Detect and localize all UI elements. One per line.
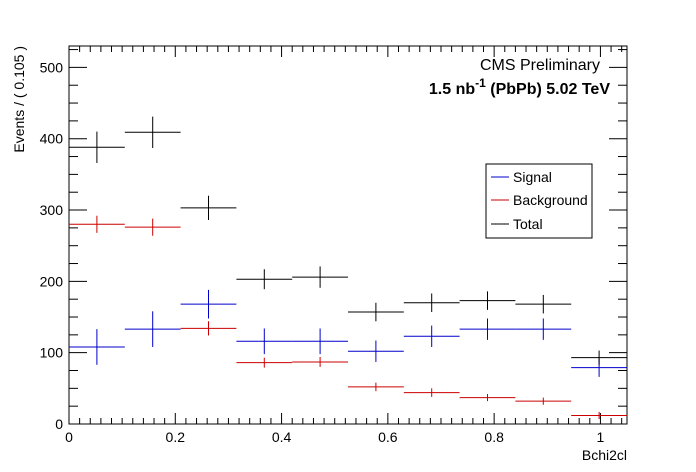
legend-total-label: Total xyxy=(513,216,543,232)
data-point xyxy=(124,218,181,236)
y-tick-label: 300 xyxy=(40,202,64,218)
data-point xyxy=(124,116,181,148)
data-point xyxy=(459,394,516,402)
y-tick-label: 400 xyxy=(40,131,64,147)
data-point xyxy=(459,291,516,310)
data-point xyxy=(292,266,348,288)
legend: Signal Background Total xyxy=(485,163,593,239)
data-point xyxy=(403,325,460,347)
x-tick-label: 0.6 xyxy=(378,429,398,445)
y-tick-label: 500 xyxy=(40,59,64,75)
experiment-label: CMS Preliminary xyxy=(480,57,600,74)
data-point xyxy=(236,328,293,355)
data-point xyxy=(403,388,460,397)
y-tick-label: 200 xyxy=(40,273,64,289)
y-axis-title: Events / ( 0.105 ) xyxy=(11,46,27,153)
x-tick-label: 0.4 xyxy=(272,429,292,445)
legend-signal-label: Signal xyxy=(513,169,552,185)
data-point xyxy=(348,340,404,362)
x-tick-label: 0.2 xyxy=(166,429,186,445)
x-tick-label: 0 xyxy=(65,429,73,445)
legend-background-label: Background xyxy=(513,192,588,208)
x-axis: 0 0.2 0.4 0.6 0.8 1 xyxy=(65,46,623,445)
data-point xyxy=(571,350,627,365)
lumi-suffix: (PbPb) 5.02 TeV xyxy=(486,81,611,98)
y-tick-label: 0 xyxy=(55,416,63,432)
data-point xyxy=(124,311,181,347)
data-point xyxy=(69,131,125,163)
lumi-prefix: 1.5 nb xyxy=(429,81,475,98)
legend-box xyxy=(485,163,593,239)
data-point xyxy=(180,289,237,319)
data-point xyxy=(515,318,572,340)
data-point xyxy=(348,302,404,322)
x-axis-title: Bchi2cl xyxy=(582,447,627,463)
luminosity-label: 1.5 nb-1 (PbPb) 5.02 TeV xyxy=(429,76,610,98)
data-point xyxy=(515,294,572,314)
plot-frame xyxy=(68,45,628,425)
x-tick-label: 1 xyxy=(597,429,605,445)
series-background xyxy=(69,215,627,420)
y-axis: 0 100 200 300 400 500 xyxy=(40,49,627,432)
data-point xyxy=(236,269,293,290)
data-point xyxy=(236,357,293,368)
data-point xyxy=(348,382,404,392)
data-point xyxy=(459,318,516,340)
data-point xyxy=(180,321,237,336)
lumi-superscript: -1 xyxy=(475,76,486,90)
data-point xyxy=(515,397,572,405)
data-series xyxy=(69,116,627,420)
series-total xyxy=(69,116,627,365)
data-point xyxy=(292,356,348,367)
data-point xyxy=(403,293,460,313)
y-tick-label: 100 xyxy=(40,345,64,361)
data-point xyxy=(571,411,627,420)
data-point xyxy=(69,215,125,233)
series-signal xyxy=(69,289,627,377)
data-point xyxy=(292,328,348,355)
x-tick-label: 0.8 xyxy=(484,429,504,445)
data-point xyxy=(180,195,237,221)
data-point xyxy=(69,329,125,365)
